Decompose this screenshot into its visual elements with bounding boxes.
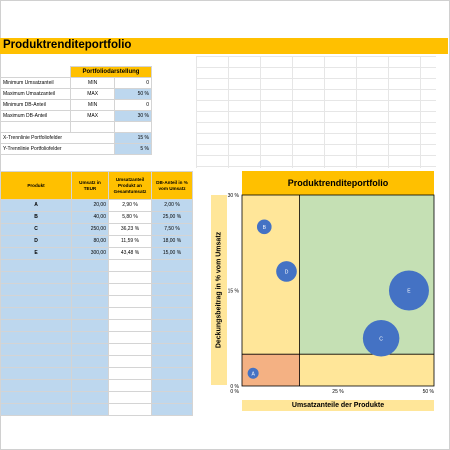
- table-row-empty: [0, 319, 193, 332]
- empty-cell[interactable]: [151, 331, 193, 344]
- title-bar: Produktrenditeportfolio: [0, 38, 448, 54]
- empty-cell[interactable]: [71, 391, 109, 404]
- table-row: D 80,00 11,59 % 18,00 %: [0, 235, 193, 248]
- empty-cell[interactable]: [151, 307, 193, 320]
- column-header: DB-Anteil in % vom Umsatz: [151, 171, 193, 200]
- empty-cell[interactable]: [151, 271, 193, 284]
- empty-cell[interactable]: [151, 403, 193, 416]
- x-tick-label: 0 %: [230, 389, 239, 395]
- settings-table: Portfoliodarstellung Minimum Umsatzantei…: [0, 66, 153, 155]
- table-row-empty: [0, 271, 193, 284]
- table-row: B 40,00 5,80 % 25,00 %: [0, 211, 193, 224]
- table-row: C 250,00 36,23 % 7,50 %: [0, 223, 193, 236]
- empty-cell[interactable]: [71, 283, 109, 296]
- empty-cell[interactable]: [0, 271, 72, 284]
- product-revenue[interactable]: 40,00: [71, 211, 109, 224]
- product-revenue[interactable]: 20,00: [71, 199, 109, 212]
- bubble-label: D: [285, 269, 289, 275]
- plot-area-border: [241, 194, 435, 387]
- empty-cell[interactable]: [0, 403, 72, 416]
- product-db[interactable]: 25,00 %: [151, 211, 193, 224]
- product-table-header: Produkt Umsatz in TEUR Umsatzanteil Prod…: [0, 171, 193, 200]
- page-title: Produktrenditeportfolio: [3, 39, 132, 51]
- product-table: Produkt Umsatz in TEUR Umsatzanteil Prod…: [0, 171, 193, 416]
- empty-cell[interactable]: [0, 295, 72, 308]
- y-axis-label-box: Deckungsbeitrag in % vom Umsatz: [211, 195, 227, 385]
- product-revenue[interactable]: 80,00: [71, 235, 109, 248]
- empty-cell[interactable]: [71, 343, 109, 356]
- settings-label: Y-Trennlinie Portfoliofelder: [0, 143, 116, 155]
- settings-value[interactable]: 5 %: [114, 143, 152, 155]
- column-header: Umsatzanteil Produkt an Gesamtumsatz: [108, 171, 152, 200]
- product-name[interactable]: D: [0, 235, 72, 248]
- table-row-empty: [0, 403, 193, 416]
- column-header: Produkt: [0, 171, 72, 200]
- settings-row: Y-Trennlinie Portfoliofelder 5 %: [0, 143, 152, 155]
- empty-cell[interactable]: [0, 367, 72, 380]
- x-tick-label: 25 %: [332, 389, 344, 395]
- y-tick-label: 30 %: [228, 193, 240, 199]
- empty-cell[interactable]: [0, 283, 72, 296]
- y-tick-label: 0 %: [230, 384, 239, 390]
- empty-cell[interactable]: [71, 319, 109, 332]
- empty-input-rows: [0, 259, 193, 416]
- settings-row: Maximum DB-Anteil MAX 30 %: [0, 110, 152, 122]
- empty-cell[interactable]: [0, 331, 72, 344]
- bubble-b: [256, 219, 272, 235]
- empty-cell[interactable]: [151, 259, 193, 272]
- table-row: A 20,00 2,90 % 2,00 %: [0, 199, 193, 212]
- empty-cell[interactable]: [0, 379, 72, 392]
- empty-cell[interactable]: [71, 259, 109, 272]
- empty-cell[interactable]: [71, 379, 109, 392]
- bubble-c: [362, 319, 400, 357]
- bubble-a: [247, 367, 259, 379]
- settings-value[interactable]: 30 %: [114, 110, 152, 122]
- x-axis-label: Umsatzanteile der Produkte: [242, 400, 434, 411]
- quadrant-bottom-right: [299, 354, 434, 386]
- bubble-e: [388, 270, 429, 311]
- empty-cell[interactable]: [0, 343, 72, 356]
- chart-title: Produktrenditeportfolio: [242, 171, 434, 195]
- empty-cell[interactable]: [0, 259, 72, 272]
- empty-cell[interactable]: [151, 391, 193, 404]
- bubble-label: E: [407, 289, 411, 295]
- settings-row: Maximum Umsatzanteil MAX 50 %: [0, 88, 152, 100]
- empty-cell[interactable]: [0, 391, 72, 404]
- product-name[interactable]: C: [0, 223, 72, 236]
- bubble-label: B: [263, 225, 267, 231]
- y-tick-label: 15 %: [228, 289, 240, 295]
- x-tick-label: 50 %: [423, 389, 435, 395]
- product-name[interactable]: B: [0, 211, 72, 224]
- empty-cell[interactable]: [0, 355, 72, 368]
- column-header: Umsatz in TEUR: [71, 171, 109, 200]
- empty-cell[interactable]: [151, 379, 193, 392]
- bubble-label: A: [251, 371, 255, 377]
- bubble-d: [276, 261, 297, 282]
- empty-cell[interactable]: [71, 403, 109, 416]
- product-db[interactable]: 18,00 %: [151, 235, 193, 248]
- table-row-empty: [0, 259, 193, 272]
- bubble-label: C: [379, 336, 383, 342]
- table-row-empty: [0, 331, 193, 344]
- spreadsheet-gridlines: [196, 56, 436, 168]
